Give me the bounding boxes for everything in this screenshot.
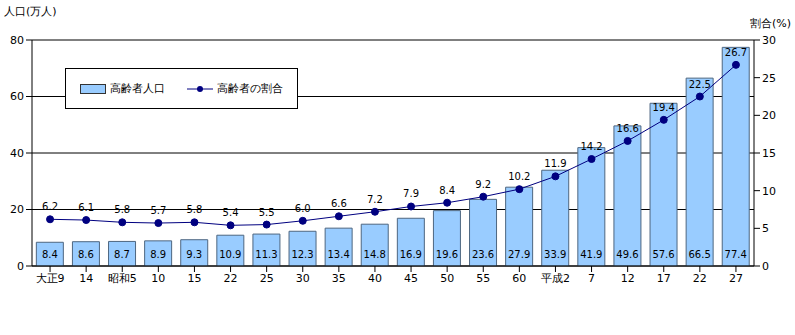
svg-text:8.4: 8.4 bbox=[42, 249, 58, 260]
svg-text:10.9: 10.9 bbox=[219, 249, 241, 260]
svg-text:9.2: 9.2 bbox=[475, 179, 491, 190]
svg-text:15: 15 bbox=[187, 272, 201, 285]
svg-text:9.3: 9.3 bbox=[186, 249, 202, 260]
svg-text:55: 55 bbox=[476, 272, 490, 285]
svg-text:33.9: 33.9 bbox=[544, 249, 566, 260]
svg-text:11.3: 11.3 bbox=[255, 249, 277, 260]
svg-text:19.4: 19.4 bbox=[653, 102, 675, 113]
svg-text:30: 30 bbox=[762, 34, 776, 47]
svg-text:8.7: 8.7 bbox=[114, 249, 130, 260]
svg-text:66.5: 66.5 bbox=[688, 249, 710, 260]
svg-text:22: 22 bbox=[693, 272, 707, 285]
svg-text:19.6: 19.6 bbox=[436, 249, 458, 260]
html-text:割合(%): 割合(%) bbox=[750, 17, 791, 30]
svg-text:26.7: 26.7 bbox=[725, 47, 747, 58]
svg-text:14.8: 14.8 bbox=[364, 249, 386, 260]
svg-text:25: 25 bbox=[260, 272, 274, 285]
svg-text:0: 0 bbox=[762, 260, 769, 273]
svg-text:8.6: 8.6 bbox=[78, 249, 94, 260]
svg-text:5.8: 5.8 bbox=[114, 204, 130, 215]
svg-text:20: 20 bbox=[10, 203, 24, 216]
svg-text:大正9: 大正9 bbox=[36, 272, 65, 285]
svg-text:25: 25 bbox=[762, 72, 776, 85]
svg-text:60: 60 bbox=[512, 272, 526, 285]
svg-text:10.2: 10.2 bbox=[508, 171, 530, 182]
svg-text:50: 50 bbox=[440, 272, 454, 285]
svg-text:23.6: 23.6 bbox=[472, 249, 494, 260]
svg-text:14.2: 14.2 bbox=[580, 141, 602, 152]
svg-text:7.9: 7.9 bbox=[403, 188, 419, 199]
svg-text:7.2: 7.2 bbox=[367, 194, 383, 205]
svg-text:8.9: 8.9 bbox=[150, 249, 166, 260]
html-text:高齢者の割合: 高齢者の割合 bbox=[217, 82, 283, 95]
svg-text:11.9: 11.9 bbox=[544, 158, 566, 169]
svg-text:5.8: 5.8 bbox=[186, 204, 202, 215]
svg-text:7: 7 bbox=[588, 272, 595, 285]
svg-text:平成2: 平成2 bbox=[541, 272, 570, 285]
svg-text:35: 35 bbox=[332, 272, 346, 285]
svg-text:5.7: 5.7 bbox=[150, 205, 166, 216]
svg-text:20: 20 bbox=[762, 109, 776, 122]
svg-text:8.4: 8.4 bbox=[439, 185, 455, 196]
svg-text:10: 10 bbox=[151, 272, 165, 285]
svg-text:14: 14 bbox=[79, 272, 93, 285]
svg-text:6.0: 6.0 bbox=[295, 203, 311, 214]
svg-text:16.6: 16.6 bbox=[617, 123, 639, 134]
svg-text:41.9: 41.9 bbox=[580, 249, 602, 260]
svg-text:6.2: 6.2 bbox=[42, 201, 58, 212]
svg-text:80: 80 bbox=[10, 34, 24, 47]
svg-text:22.5: 22.5 bbox=[689, 79, 711, 90]
svg-text:60: 60 bbox=[10, 90, 24, 103]
html-text:人口(万人): 人口(万人) bbox=[4, 5, 57, 18]
svg-text:12.3: 12.3 bbox=[291, 249, 313, 260]
svg-text:15: 15 bbox=[762, 147, 776, 160]
svg-text:40: 40 bbox=[10, 147, 24, 160]
svg-text:49.6: 49.6 bbox=[616, 249, 638, 260]
svg-text:12: 12 bbox=[621, 272, 635, 285]
svg-text:13.4: 13.4 bbox=[327, 249, 349, 260]
svg-text:27: 27 bbox=[729, 272, 743, 285]
svg-text:0: 0 bbox=[17, 260, 24, 273]
svg-text:5: 5 bbox=[762, 222, 769, 235]
svg-text:45: 45 bbox=[404, 272, 418, 285]
svg-text:27.9: 27.9 bbox=[508, 249, 530, 260]
svg-text:5.4: 5.4 bbox=[223, 207, 239, 218]
svg-text:16.9: 16.9 bbox=[400, 249, 422, 260]
svg-text:22: 22 bbox=[224, 272, 238, 285]
svg-text:40: 40 bbox=[368, 272, 382, 285]
svg-text:6.1: 6.1 bbox=[78, 202, 94, 213]
svg-text:17: 17 bbox=[657, 272, 671, 285]
svg-text:5.5: 5.5 bbox=[259, 207, 275, 218]
html-text:高齢者人口: 高齢者人口 bbox=[110, 82, 165, 95]
svg-text:10: 10 bbox=[762, 185, 776, 198]
svg-text:30: 30 bbox=[296, 272, 310, 285]
svg-text:昭和5: 昭和5 bbox=[108, 272, 137, 285]
svg-text:77.4: 77.4 bbox=[725, 249, 747, 260]
svg-text:6.6: 6.6 bbox=[331, 198, 347, 209]
svg-text:57.6: 57.6 bbox=[652, 249, 674, 260]
